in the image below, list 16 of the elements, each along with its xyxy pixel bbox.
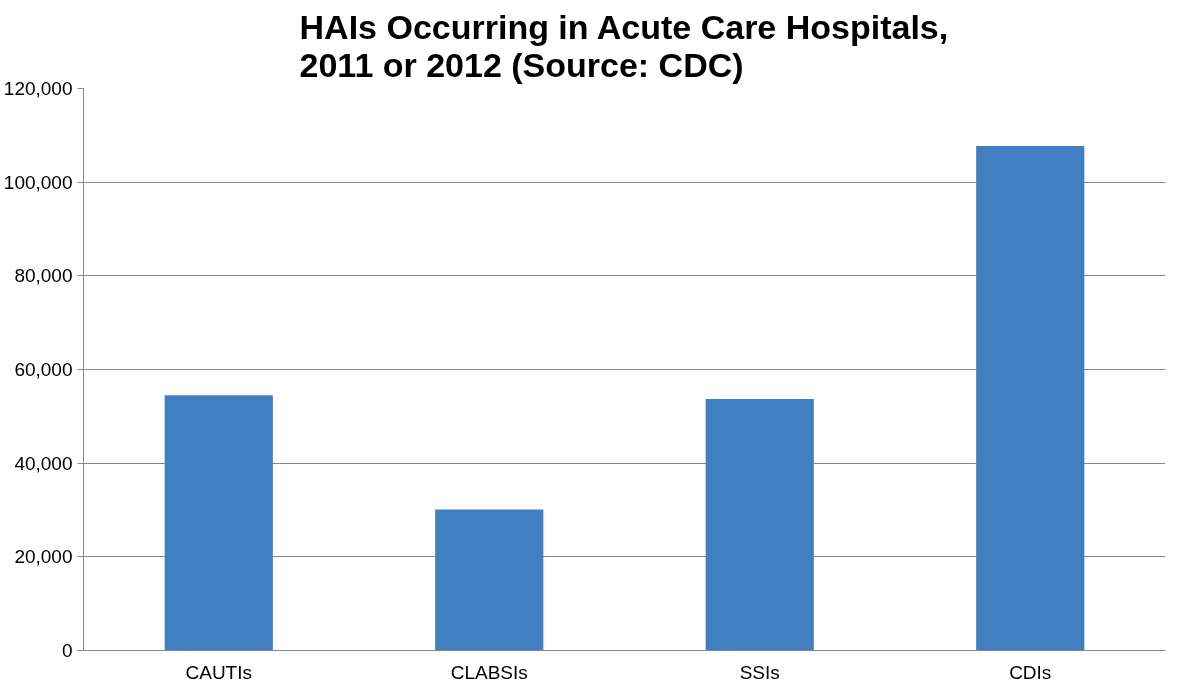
- y-tick-label: 60,000: [14, 359, 73, 380]
- bar: [705, 399, 814, 651]
- bar: [164, 395, 273, 651]
- y-tick-label: 120,000: [3, 78, 73, 99]
- chart-title: HAIs Occurring in Acute Care Hospitals, 2011 or 2012 (Source: CDC): [299, 7, 949, 84]
- y-tick-label: 100,000: [3, 171, 73, 193]
- bar: [435, 509, 544, 651]
- x-tick-label: CLABSIs: [450, 661, 528, 683]
- x-tick-label: CDIs: [1009, 661, 1052, 683]
- y-tick-label: 0: [61, 640, 73, 661]
- y-tick-label: 20,000: [14, 546, 73, 568]
- y-tick-label: 80,000: [14, 265, 73, 287]
- x-tick-label: CAUTIs: [185, 661, 252, 683]
- x-tick-label: SSIs: [739, 661, 780, 683]
- bar: [976, 146, 1085, 651]
- y-tick-label: 40,000: [14, 452, 73, 474]
